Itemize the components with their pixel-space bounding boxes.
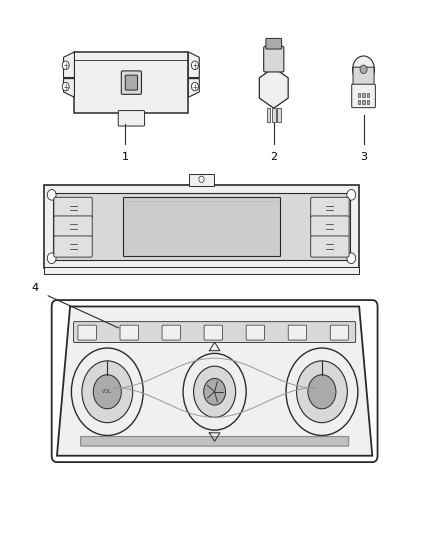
- FancyBboxPatch shape: [54, 216, 92, 237]
- Circle shape: [93, 375, 121, 409]
- FancyBboxPatch shape: [118, 111, 145, 126]
- FancyBboxPatch shape: [311, 236, 349, 257]
- FancyBboxPatch shape: [288, 325, 307, 340]
- Text: VOL: VOL: [102, 389, 112, 394]
- Bar: [367, 93, 369, 97]
- Circle shape: [47, 190, 56, 200]
- FancyBboxPatch shape: [54, 236, 92, 257]
- Circle shape: [62, 61, 69, 70]
- FancyBboxPatch shape: [352, 84, 375, 108]
- Circle shape: [347, 190, 356, 200]
- FancyBboxPatch shape: [311, 197, 349, 219]
- FancyBboxPatch shape: [44, 266, 359, 274]
- Circle shape: [191, 82, 198, 91]
- Bar: [358, 93, 360, 97]
- FancyBboxPatch shape: [204, 325, 223, 340]
- FancyBboxPatch shape: [189, 174, 214, 186]
- Polygon shape: [259, 68, 288, 108]
- Text: 4: 4: [32, 283, 39, 293]
- FancyBboxPatch shape: [162, 325, 180, 340]
- Circle shape: [191, 61, 198, 70]
- Polygon shape: [64, 78, 74, 97]
- Text: 1: 1: [121, 152, 128, 162]
- Circle shape: [82, 361, 133, 423]
- FancyBboxPatch shape: [78, 325, 96, 340]
- Circle shape: [353, 56, 374, 83]
- Circle shape: [347, 253, 356, 264]
- FancyBboxPatch shape: [264, 46, 284, 72]
- Circle shape: [204, 378, 226, 405]
- FancyBboxPatch shape: [125, 75, 138, 90]
- FancyBboxPatch shape: [74, 52, 188, 114]
- Bar: [272, 108, 276, 122]
- FancyBboxPatch shape: [266, 38, 282, 49]
- FancyBboxPatch shape: [54, 197, 92, 219]
- Bar: [362, 100, 365, 104]
- FancyBboxPatch shape: [330, 325, 349, 340]
- Circle shape: [62, 82, 69, 91]
- Circle shape: [194, 366, 236, 417]
- Bar: [277, 108, 281, 122]
- FancyBboxPatch shape: [120, 325, 138, 340]
- Bar: [367, 100, 369, 104]
- Bar: [362, 93, 365, 97]
- FancyBboxPatch shape: [81, 437, 349, 446]
- Polygon shape: [64, 52, 74, 78]
- Bar: [358, 100, 360, 104]
- FancyBboxPatch shape: [123, 197, 280, 256]
- FancyBboxPatch shape: [53, 193, 350, 260]
- Circle shape: [308, 375, 336, 409]
- Bar: [267, 108, 270, 122]
- FancyBboxPatch shape: [44, 185, 359, 268]
- Circle shape: [286, 348, 358, 435]
- Circle shape: [183, 353, 246, 430]
- FancyBboxPatch shape: [121, 71, 141, 94]
- FancyBboxPatch shape: [74, 322, 356, 343]
- Circle shape: [360, 65, 367, 74]
- Circle shape: [71, 348, 143, 435]
- Polygon shape: [188, 78, 199, 97]
- FancyBboxPatch shape: [311, 216, 349, 237]
- Polygon shape: [188, 52, 199, 78]
- Circle shape: [199, 176, 204, 182]
- FancyBboxPatch shape: [246, 325, 265, 340]
- Polygon shape: [57, 306, 372, 456]
- Text: 3: 3: [360, 152, 367, 162]
- Circle shape: [297, 361, 347, 423]
- FancyBboxPatch shape: [353, 67, 374, 86]
- Circle shape: [47, 253, 56, 264]
- Text: 2: 2: [270, 152, 277, 162]
